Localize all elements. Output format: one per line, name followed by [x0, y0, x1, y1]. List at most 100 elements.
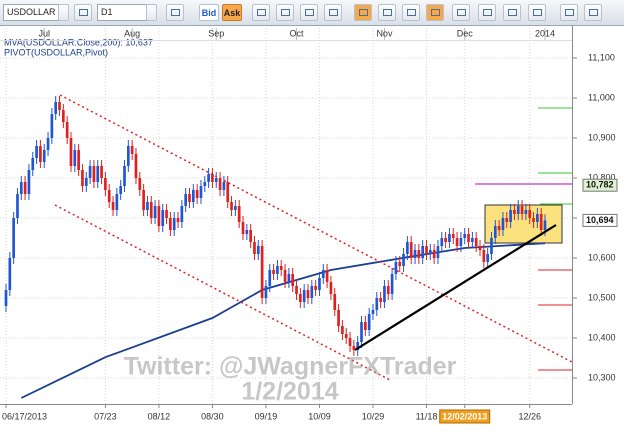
candle-body	[237, 206, 241, 222]
tool-button[interactable]	[378, 4, 396, 21]
tool-button[interactable]	[300, 4, 318, 21]
tool-button[interactable]	[324, 4, 342, 21]
candle-body	[421, 246, 425, 258]
candle-body	[302, 290, 306, 302]
candle-body	[172, 218, 176, 230]
candle-body	[448, 234, 451, 242]
price-label-box	[582, 213, 618, 227]
candle-body	[184, 194, 188, 206]
candle-body	[314, 286, 317, 290]
chart-type-button[interactable]	[166, 4, 184, 21]
symbol-input[interactable]: USDOLLAR	[3, 4, 59, 21]
candle-body	[486, 254, 489, 262]
candle-body	[428, 250, 432, 254]
candle-body	[65, 122, 69, 138]
candle-body	[142, 190, 145, 210]
candle-body	[249, 230, 252, 242]
candle-body	[50, 114, 54, 138]
candle-body	[46, 138, 50, 150]
candle-body	[234, 206, 237, 210]
ask-button[interactable]: Ask	[222, 4, 242, 21]
candle-body	[31, 158, 35, 170]
candle-body	[352, 346, 356, 350]
candle-body	[272, 270, 275, 274]
candle-body	[134, 154, 138, 178]
legend-entry: MVA(USDOLLAR.Close,200): 10,637	[4, 37, 153, 47]
tool-button[interactable]	[402, 4, 420, 21]
candle-body	[497, 226, 501, 230]
tool-button[interactable]	[426, 4, 444, 21]
candle-body	[35, 146, 38, 158]
candle-body	[295, 286, 298, 294]
candle-body	[383, 286, 386, 302]
candle-body	[493, 226, 497, 238]
candle-body	[516, 206, 520, 214]
candle-body	[386, 286, 390, 294]
tool-button[interactable]	[560, 4, 578, 21]
candle-body	[467, 234, 470, 242]
candle-body	[413, 250, 417, 258]
y-axis-panel	[572, 26, 624, 432]
month-label: Sep	[208, 28, 224, 38]
candle-body	[524, 210, 528, 214]
watermark: Twitter: @JWagnerFXTrader	[124, 353, 457, 381]
y-tick-label: 10,400	[588, 332, 616, 342]
settings-button[interactable]	[74, 4, 92, 21]
month-label: Nov	[376, 28, 393, 38]
candle-body	[348, 338, 352, 346]
candle-body	[199, 186, 203, 198]
candle-body	[310, 286, 314, 298]
tool-button[interactable]	[584, 4, 602, 21]
x-tick-label: 10/09	[308, 411, 331, 421]
candle-body	[165, 210, 168, 218]
candle-body	[84, 178, 88, 186]
candle-body	[188, 194, 191, 202]
price-label: 10,782	[586, 180, 614, 190]
symbol-dropdown[interactable]	[58, 4, 69, 21]
candle-body	[432, 250, 436, 258]
x-tick-label: 11/18	[416, 411, 438, 421]
candle-body	[417, 250, 421, 258]
candle-body	[191, 190, 195, 202]
timeframe-dropdown[interactable]	[146, 4, 157, 21]
candle-body	[130, 146, 134, 154]
tool-button[interactable]	[503, 4, 521, 21]
candle-body	[100, 166, 103, 178]
tool-button[interactable]	[276, 4, 294, 21]
candle-body	[536, 214, 539, 222]
watermark: 1/2/2014	[241, 378, 338, 406]
y-tick-label: 10,500	[588, 292, 616, 302]
tool-button[interactable]	[478, 4, 496, 21]
candle-body	[256, 246, 260, 254]
plot-layer	[4, 94, 572, 399]
tool-button[interactable]	[354, 4, 372, 21]
candle-body	[260, 246, 264, 298]
candle-body	[394, 262, 398, 274]
candle-body	[329, 282, 333, 294]
month-label: Jul	[38, 28, 50, 38]
candle-body	[16, 194, 19, 218]
candle-body	[318, 278, 321, 290]
candle-body	[23, 182, 27, 194]
x-tick-label: 10/29	[362, 411, 385, 421]
candle-body	[157, 206, 161, 226]
candle-body	[253, 242, 256, 254]
channel-upper	[59, 94, 572, 363]
candle-body	[482, 250, 486, 262]
candle-body	[299, 294, 302, 302]
tool-button[interactable]	[528, 4, 546, 21]
candle-body	[455, 238, 459, 246]
month-label: Oct	[290, 28, 305, 38]
bid-button[interactable]: Bid	[199, 4, 219, 21]
candle-body	[379, 298, 382, 302]
candle-body	[73, 150, 77, 166]
candle-body	[195, 190, 199, 198]
tool-button[interactable]	[452, 4, 470, 21]
candle-body	[375, 298, 379, 310]
timeframe-input[interactable]: D1	[97, 4, 147, 21]
candle-body	[532, 218, 535, 222]
candle-body	[337, 310, 340, 326]
indicator-button[interactable]	[252, 4, 270, 21]
